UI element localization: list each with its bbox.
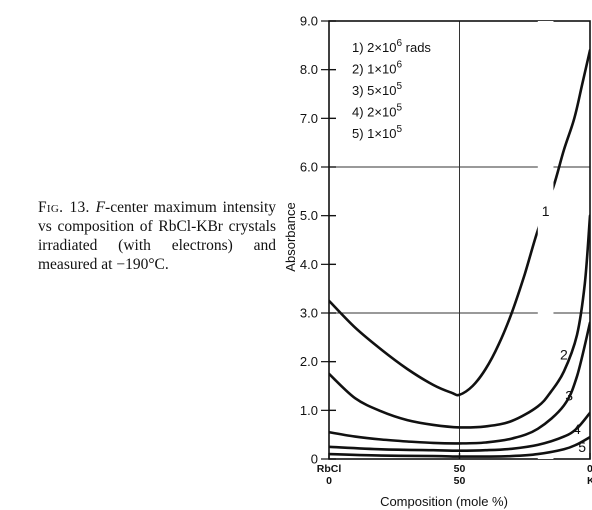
series-line-1 — [329, 48, 590, 397]
figure-caption: Fig. 13. F-center maximum intensity vs c… — [38, 198, 276, 274]
y-axis-label: Absorbance — [283, 202, 298, 271]
x-axis-label: Composition (mole %) — [380, 494, 508, 509]
figure-number: Fig. 13. — [38, 199, 90, 216]
x-tick-label-top: 0 — [587, 463, 592, 475]
tick-layer: 01.02.03.04.05.06.07.08.09.0RbCl050500KB… — [300, 14, 592, 488]
curve-layer: 1 2 3 4 5 — [329, 21, 590, 459]
legend-entry: 1) 2×106 rads — [352, 38, 431, 55]
series-line-2 — [329, 214, 590, 429]
series-label-1: 1 — [542, 203, 550, 219]
series-line-5 — [329, 435, 590, 458]
x-tick-label-bottom: 50 — [454, 475, 466, 487]
y-tick-label: 4.0 — [300, 257, 318, 272]
y-tick-label: 2.0 — [300, 354, 318, 369]
y-tick-label: 9.0 — [300, 14, 318, 29]
series-label-3: 3 — [565, 388, 573, 404]
legend: 1) 2×106 rads 2) 1×106 3) 5×105 4) 2×105 5) … — [352, 38, 431, 141]
series-line-3 — [329, 321, 590, 445]
legend-entry: 4) 2×105 — [352, 103, 402, 120]
x-tick-label-top: 50 — [454, 463, 466, 475]
y-tick-label: 8.0 — [300, 62, 318, 77]
x-tick-label-bottom: 0 — [326, 475, 332, 487]
y-tick-label: 1.0 — [300, 403, 318, 418]
y-tick-label: 3.0 — [300, 306, 318, 321]
legend-entry: 3) 5×105 — [352, 81, 402, 98]
y-tick-label: 6.0 — [300, 160, 318, 175]
series-label-gap — [537, 21, 554, 459]
caption-italic-f: F — [95, 199, 106, 216]
y-tick-label: 7.0 — [300, 111, 318, 126]
legend-entry: 2) 1×106 — [352, 60, 402, 77]
y-tick-label: 5.0 — [300, 208, 318, 223]
legend-entry: 5) 1×105 — [352, 124, 402, 141]
x-tick-label-top: RbCl — [317, 463, 342, 475]
series-label-2: 2 — [560, 346, 568, 362]
series-label-4: 4 — [573, 421, 581, 437]
series-line-4 — [329, 411, 590, 453]
caption-text: -center maximum intensity vs composition… — [38, 199, 276, 273]
y-tick-label: 0 — [311, 452, 318, 467]
series-label-5: 5 — [578, 439, 586, 455]
x-tick-label-bottom: KBr — [587, 475, 592, 487]
